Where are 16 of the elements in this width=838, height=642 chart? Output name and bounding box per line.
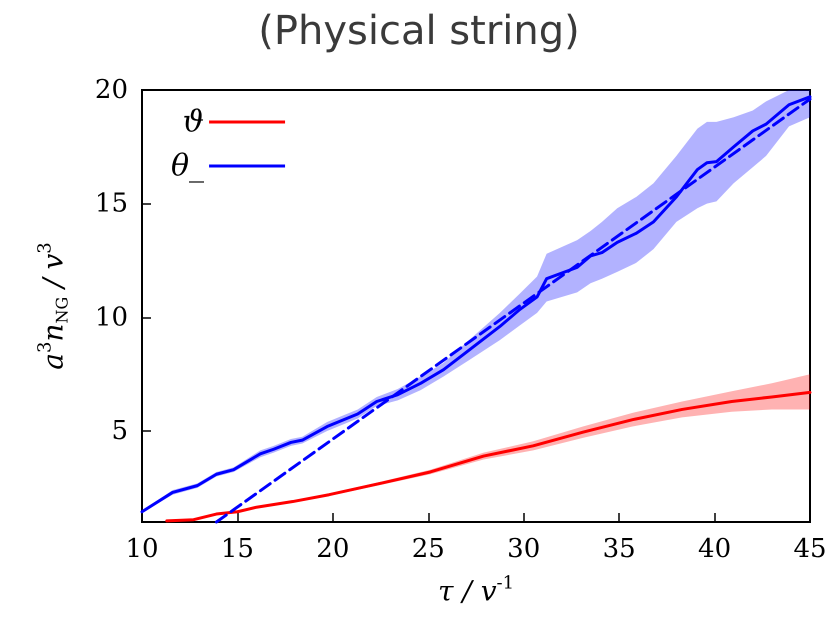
x-tick-label: 15 <box>220 534 254 564</box>
y-axis-title: a3nNG / v3 <box>34 242 72 370</box>
y-tick-label: 20 <box>94 75 128 105</box>
x-tick-label: 30 <box>507 534 540 564</box>
x-tick-label: 40 <box>698 534 732 564</box>
x-tick-label: 25 <box>412 534 445 564</box>
x-tick-label: 20 <box>316 534 350 564</box>
x-tick-label: 45 <box>793 534 827 564</box>
y-tick-label: 5 <box>111 416 128 446</box>
legend-label: ϑ <box>182 104 204 140</box>
x-tick-label: 10 <box>125 534 159 564</box>
legend-label: θ_ <box>171 148 204 184</box>
chart-title: (Physical string) <box>258 8 580 54</box>
y-tick-label: 15 <box>94 188 128 219</box>
y-tick-label: 10 <box>94 302 128 332</box>
x-tick-label: 35 <box>602 534 636 564</box>
